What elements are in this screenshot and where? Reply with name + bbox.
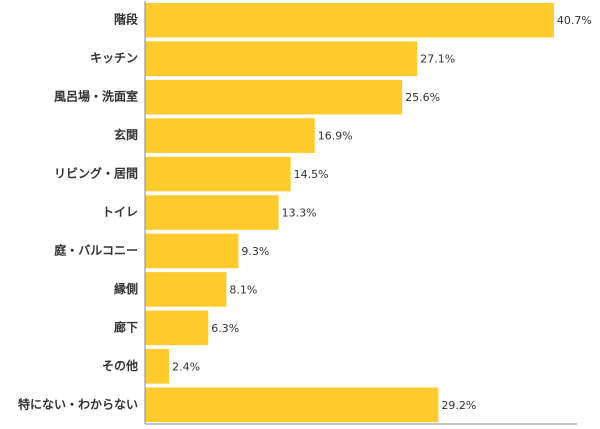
value-label: 2.4% [172,360,200,373]
bar [145,41,418,76]
y-tick-label: トイレ [102,205,138,219]
bar [145,387,439,423]
value-label: 27.1% [420,53,455,66]
value-label: 8.1% [229,283,257,296]
value-label: 16.9% [318,130,353,143]
y-tick-label: 庭・バルコニー [54,242,138,257]
value-label: 14.5% [294,168,329,181]
y-tick-label: 玄関 [114,127,138,142]
y-tick-label: 廊下 [114,319,138,334]
bar [145,2,554,38]
value-label: 6.3% [211,322,239,335]
value-label: 9.3% [241,245,269,258]
bar [145,156,291,192]
y-tick-label: その他 [102,358,138,373]
value-label: 29.2% [441,399,476,412]
y-tick-label: 風呂場・洗面室 [54,89,138,104]
bar [145,310,209,346]
y-tick-label: キッチン [90,51,138,65]
value-label: 13.3% [282,207,317,220]
bar [145,118,315,153]
bar [145,349,170,384]
bar [145,79,403,115]
y-tick-label: 階段 [114,12,139,27]
value-label: 40.7% [557,14,592,27]
bar [145,195,279,230]
y-tick-label: リビング・居間 [54,166,138,181]
value-label: 25.6% [405,91,440,104]
y-tick-label: 縁側 [114,281,138,296]
bar [145,233,239,269]
y-tick-label: 特にない・わからない [18,396,138,411]
bar [145,272,227,307]
